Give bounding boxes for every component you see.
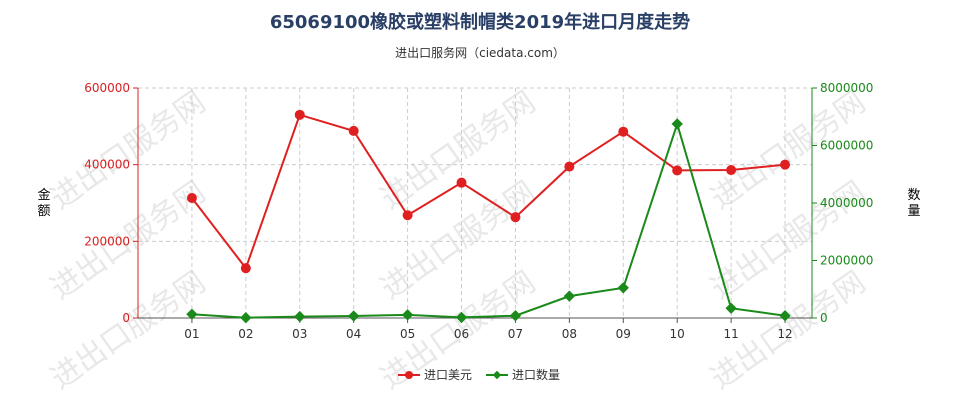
data-point-usd [186,193,197,204]
x-tick-label: 02 [238,327,253,341]
data-point-qty [186,308,198,320]
x-tick-label: 10 [670,327,685,341]
data-point-usd [726,165,737,176]
data-point-qty [240,312,252,324]
left-axis-label: 金额 [37,188,51,219]
x-tick-label: 12 [777,327,792,341]
x-tick-label: 09 [616,327,631,341]
data-point-usd [240,263,251,274]
chart-title: 65069100橡胶或塑料制帽类2019年进口月度走势 [269,12,691,33]
x-tick-label: 07 [508,327,523,341]
data-point-qty [348,310,360,322]
left-tick-label: 0 [122,311,130,325]
data-point-usd [510,212,521,223]
x-tick-label: 08 [562,327,577,341]
data-point-usd [456,177,467,188]
data-point-qty [455,311,468,324]
chart-subtitle: 进出口服务网（ciedata.com） [395,46,565,60]
left-tick-label: 400000 [84,158,130,172]
x-tick-label: 01 [184,327,199,341]
legend-marker-usd [405,371,413,379]
data-point-qty [563,290,576,302]
data-point-qty [509,310,522,322]
left-tick-label: 600000 [84,81,130,95]
right-tick-label: 2000000 [820,254,873,268]
data-point-usd [294,109,305,120]
data-point-usd [672,165,683,176]
data-point-usd [780,159,791,170]
data-point-qty [779,310,791,322]
data-point-qty [725,302,737,314]
x-tick-label: 05 [400,327,415,341]
data-point-usd [564,161,575,172]
data-point-usd [618,126,629,137]
right-tick-label: 6000000 [820,139,873,153]
data-point-qty [294,310,306,323]
x-tick-label: 04 [346,327,361,341]
right-tick-label: 0 [820,311,828,325]
right-axis-label: 数量 [907,188,921,219]
right-tick-label: 8000000 [820,81,873,95]
left-tick-label: 200000 [84,234,130,248]
data-point-qty [401,309,414,321]
x-tick-label: 03 [292,327,307,341]
legend-marker-qty [492,370,502,380]
data-point-usd [348,125,359,136]
series-line-1 [191,113,786,271]
series-line-2 [191,120,786,319]
data-point-usd [402,210,413,221]
legend-label-2: 进口数量 [512,367,560,382]
data-point-qty [671,118,683,130]
right-tick-label: 4000000 [820,196,873,210]
data-point-qty [617,282,629,294]
x-tick-label: 11 [723,327,738,341]
legend-label-1: 进口美元 [424,368,472,382]
x-tick-label: 06 [454,327,469,341]
